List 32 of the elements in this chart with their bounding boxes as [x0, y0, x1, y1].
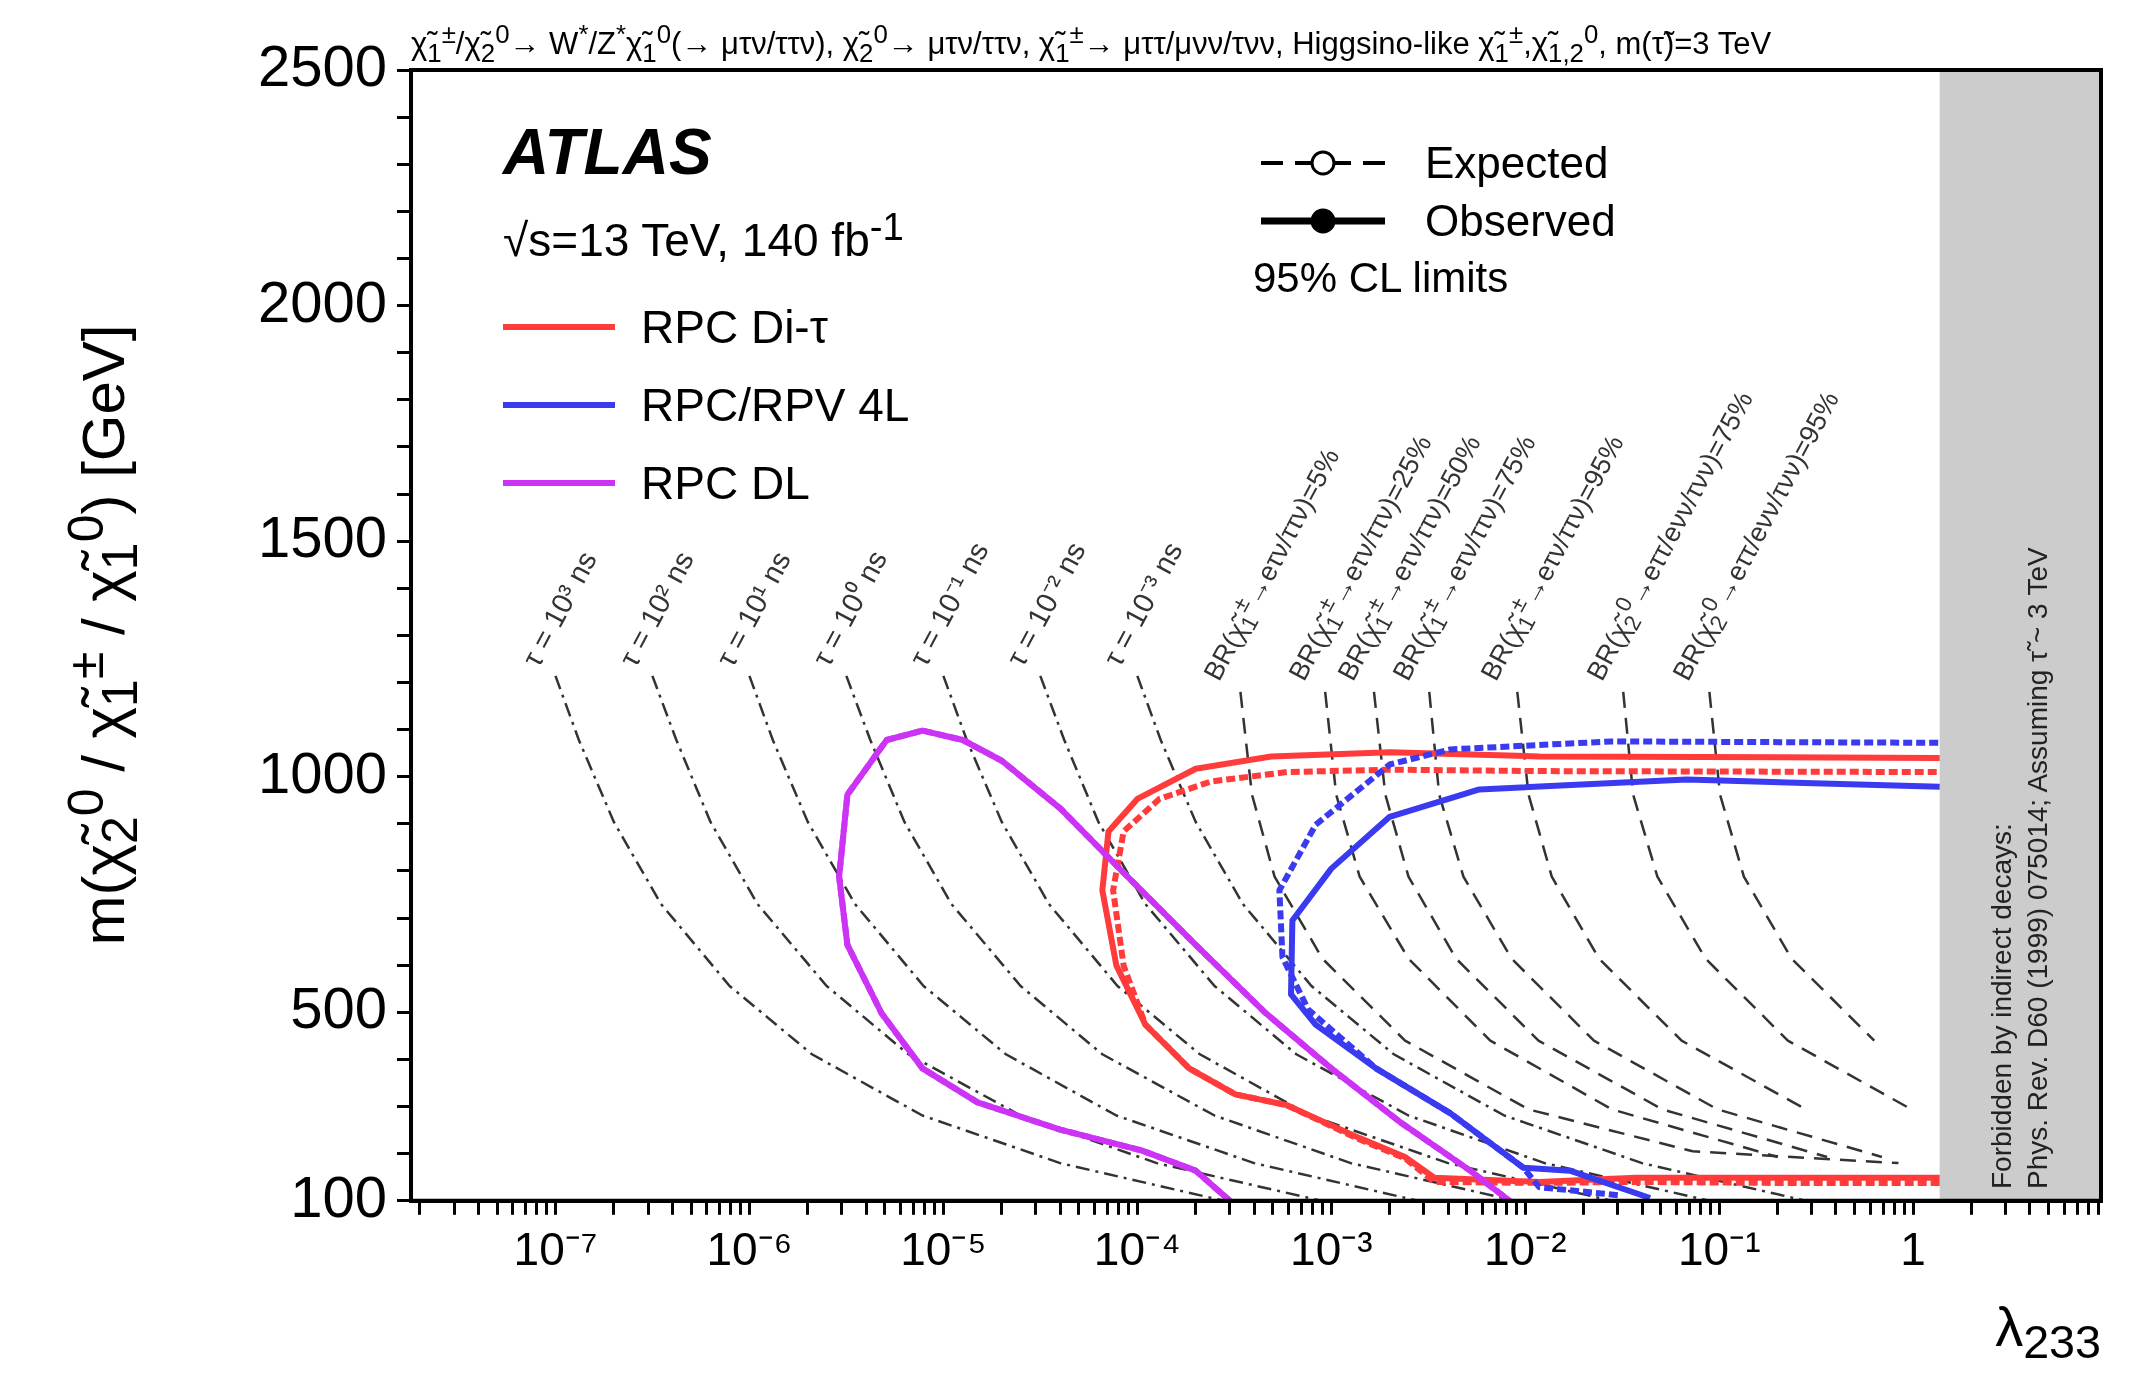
y-tick-label: 2500: [258, 33, 388, 98]
annotation: 95% CL limits: [1253, 254, 1510, 302]
x-tick-label: 10⁻⁶: [706, 1223, 793, 1276]
y-tick-label: 100: [290, 1163, 388, 1229]
legend-label: RPC Di-τ: [641, 300, 828, 354]
text: τ = 10⁻¹ ns: [902, 535, 997, 672]
text: τ = 10⁻³ ns: [1096, 535, 1190, 672]
annotation: Expected: [1425, 138, 1609, 188]
y-tick-label: 500: [290, 975, 388, 1041]
x-tick-label: 10⁻⁴: [1093, 1223, 1181, 1276]
legend-label: RPC DL: [641, 456, 810, 510]
x-tick-label: 10⁻¹: [1677, 1223, 1761, 1276]
x-tick-label: 10⁻⁷: [513, 1223, 598, 1276]
x-tick-label: 1: [1900, 1223, 1926, 1276]
y-tick-label: 1500: [258, 504, 388, 570]
text: τ = 10² ns: [613, 545, 702, 672]
chart-title: χ̃$_{1}$$^{±}$/χ̃$_{2}$$^{0}$→ W$^{*}$/Z$^{*}$χ̃$_{1}$$^{0}$(→ μτν/ττν), χ̃$_{2}$$^{0}$→ μτν/ττν, χ̃$_{1}$$^{±}$→ μττ/μνν/τνν, Higgsino-like χ̃$_{1}$$^{±}$,χ̃$_{1,2}$$^{0}$, m(τ̃)=3 TeV: [411, 20, 1772, 67]
text: τ = 10³ ns: [516, 545, 605, 672]
legend-label: RPC/RPV 4L: [641, 378, 910, 432]
text: τ = 10⁻² ns: [999, 535, 1093, 672]
annotation: Observed: [1425, 196, 1616, 246]
text: τ = 10¹ ns: [710, 545, 799, 672]
x-tick-label: 10⁻²: [1484, 1223, 1567, 1276]
annotation: ATLAS: [503, 115, 712, 189]
x-tick-label: 10⁻⁵: [900, 1223, 987, 1276]
y-tick-label: 2000: [258, 268, 388, 334]
x-tick-label: 10⁻³: [1290, 1223, 1373, 1276]
text: τ = 10⁰ ns: [805, 544, 895, 672]
band-label: Forbidden by indirect decays: Phys. Rev. D60 (1999) 075014; Assuming τ̃ ~ 3 TeV: [1985, 547, 2055, 1189]
y-tick-label: 1000: [258, 739, 388, 805]
x-axis-title: λ$_{233}$: [1995, 1294, 2101, 1370]
annotation: √s=13 TeV, 140 fb$^{-1}$: [503, 205, 904, 268]
